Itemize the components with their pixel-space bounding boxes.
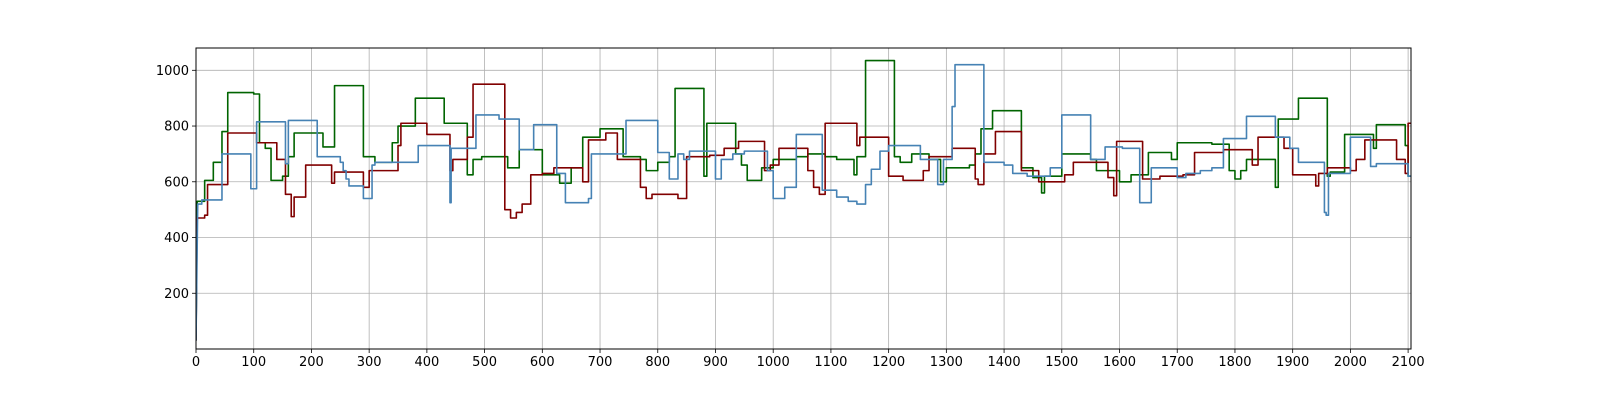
- x-tick-label: 1400: [988, 355, 1021, 370]
- x-tick-label: 200: [299, 355, 324, 370]
- x-tick-label: 1500: [1045, 355, 1078, 370]
- y-tick-label: 400: [164, 231, 189, 246]
- x-tick-label: 1100: [814, 355, 847, 370]
- y-tick-label: 800: [164, 120, 189, 135]
- plot-frame: [195, 47, 1412, 350]
- x-tick-label: 1700: [1161, 355, 1194, 370]
- x-tick-label: 1800: [1218, 355, 1251, 370]
- tick-labels: 0 100 200 300 400 500 600 700 800 900 1000 1100 1200…: [156, 64, 1425, 370]
- y-tick-label: 1000: [156, 64, 189, 79]
- series-lines: [196, 59, 1411, 341]
- grid: [195, 48, 1411, 349]
- y-tick-label: 600: [164, 175, 189, 190]
- x-tick-label: 1900: [1276, 355, 1309, 370]
- x-tick-label: 500: [472, 355, 497, 370]
- y-tick-label: 200: [164, 287, 189, 302]
- series-line-3: [196, 63, 1411, 341]
- x-tick-label: 100: [241, 355, 266, 370]
- x-tick-label: 1600: [1103, 355, 1136, 370]
- x-tick-label: 2100: [1392, 355, 1425, 370]
- x-tick-label: 1300: [930, 355, 963, 370]
- x-tick-label: 800: [645, 355, 670, 370]
- x-tick-label: 700: [588, 355, 613, 370]
- plot-background: [196, 48, 1411, 349]
- x-tick-label: 900: [703, 355, 728, 370]
- x-tick-label: 2000: [1334, 355, 1367, 370]
- x-tick-label: 300: [357, 355, 382, 370]
- x-tick-label: 1200: [872, 355, 905, 370]
- x-tick-label: 600: [530, 355, 555, 370]
- x-tick-label: 0: [192, 355, 200, 370]
- axis-ticks: [192, 69, 1409, 353]
- x-tick-label: 400: [414, 355, 439, 370]
- x-tick-label: 1000: [757, 355, 790, 370]
